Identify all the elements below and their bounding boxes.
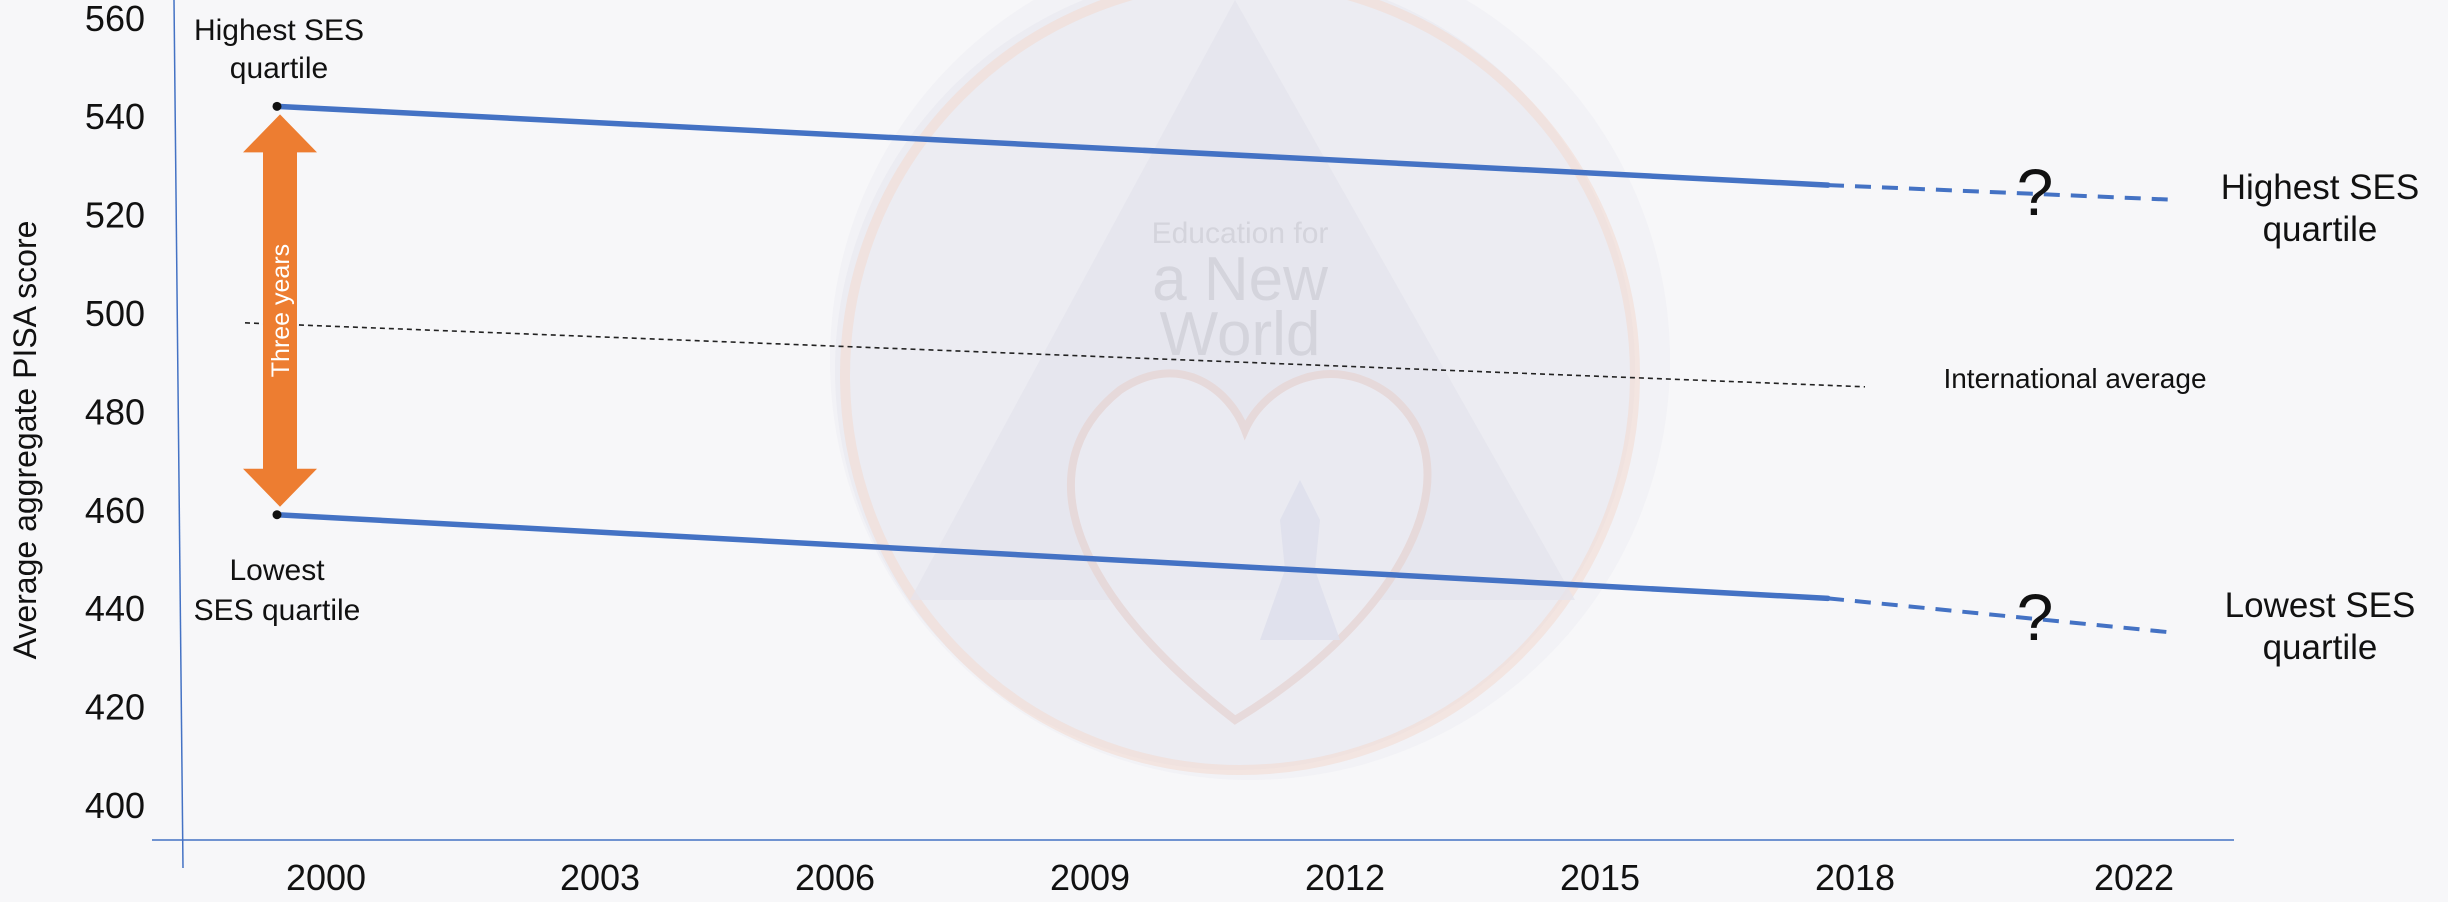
y-tick-label: 460 — [85, 490, 145, 531]
gap-arrow: Three years — [243, 114, 317, 507]
highest-ses-quartile-start-point — [272, 101, 282, 111]
y-tick-label: 560 — [85, 0, 145, 39]
y-tick-label: 540 — [85, 96, 145, 137]
watermark-line3: World — [1160, 300, 1321, 369]
y-tick-labels: 400 420 440 460 480 500 520 540 560 — [85, 0, 145, 826]
highest-ses-quartile-line — [274, 103, 1831, 188]
intl-average-label: International average — [1943, 363, 2206, 394]
watermark-line2: a New — [1152, 245, 1328, 314]
x-tick-label: 2018 — [1815, 857, 1895, 897]
y-tick-label: 500 — [85, 293, 145, 334]
gap-arrow-label: Three years — [267, 244, 295, 377]
gap-arrow-shape — [243, 114, 317, 507]
lowest-ses-quartile-start-point — [272, 510, 282, 520]
low-start-label-line2: SES quartile — [194, 594, 361, 627]
x-tick-labels: 2000 2003 2006 2009 2012 2015 2018 2022 — [286, 857, 2174, 898]
low-start-label-line1: Lowest — [229, 554, 325, 587]
low-end-label-line1: Lowest SES — [2225, 586, 2416, 625]
question-mark-low: ? — [2017, 580, 2054, 654]
y-tick-label: 420 — [85, 687, 145, 728]
highest-ses-quartile-projection — [1827, 183, 2176, 202]
series-lines — [244, 101, 2176, 635]
y-tick-label: 440 — [85, 588, 145, 629]
lowest-ses-quartile-projection — [1827, 596, 2176, 635]
x-tick-label: 2003 — [560, 857, 640, 897]
high-start-label-line1: Highest SES — [194, 14, 364, 47]
y-tick-label: 480 — [85, 391, 145, 432]
y-tick-label: 400 — [85, 785, 145, 826]
high-start-label-line2: quartile — [230, 52, 328, 85]
watermark-logo: Education for a New World — [830, 0, 1670, 780]
x-tick-label: 2006 — [795, 857, 875, 897]
watermark-line1: Education for — [1152, 217, 1329, 250]
international-average-line — [244, 322, 1866, 388]
low-end-label-line2: quartile — [2263, 628, 2378, 667]
x-tick-label: 2012 — [1305, 857, 1385, 897]
x-tick-label: 2000 — [286, 857, 366, 897]
y-tick-label: 520 — [85, 195, 145, 236]
high-end-label-line2: quartile — [2263, 210, 2378, 249]
high-end-label-line1: Highest SES — [2221, 168, 2419, 207]
lowest-ses-quartile-line — [274, 511, 1831, 602]
y-axis-line — [173, 0, 184, 869]
x-tick-label: 2015 — [1560, 857, 1640, 897]
x-tick-label: 2009 — [1050, 857, 1130, 897]
question-mark-high: ? — [2017, 155, 2054, 229]
y-axis-label: Average aggregate PISA score — [7, 221, 43, 660]
x-tick-label: 2022 — [2094, 857, 2174, 897]
